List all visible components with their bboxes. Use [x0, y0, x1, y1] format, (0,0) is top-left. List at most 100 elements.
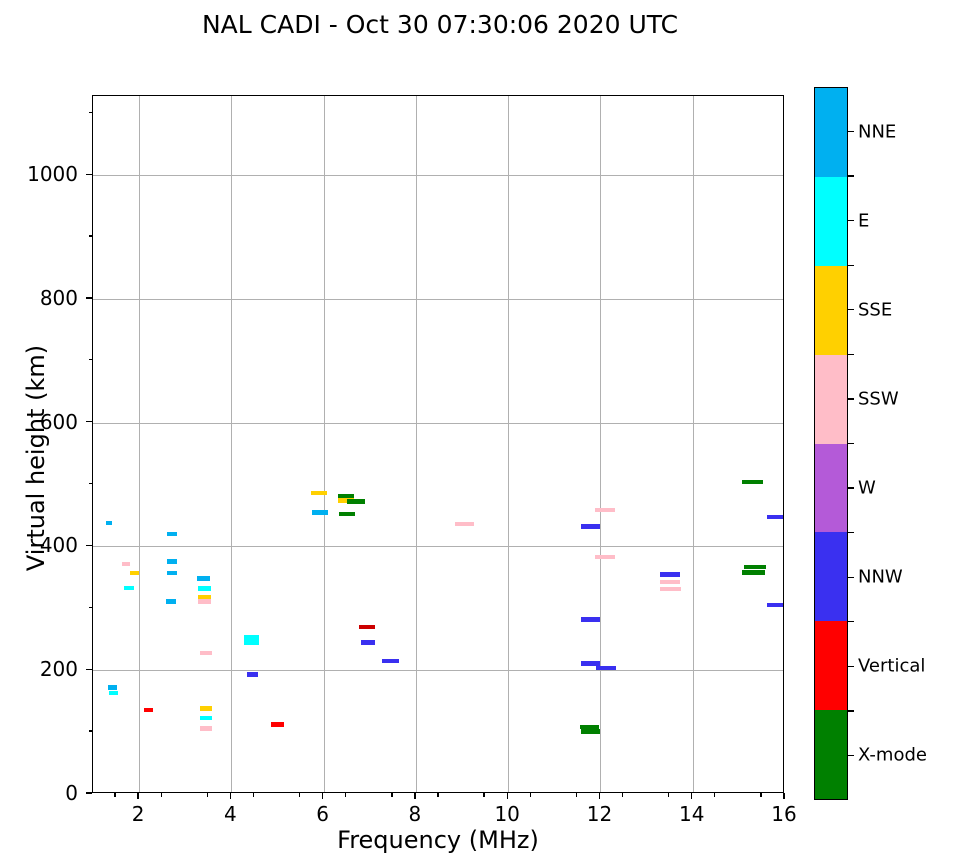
x-tick-minor [252, 793, 255, 797]
y-tick [86, 792, 92, 794]
x-tick [598, 793, 601, 799]
data-point [246, 672, 258, 677]
y-tick-minor [88, 359, 92, 361]
x-tick [414, 793, 416, 799]
x-tick-label: 6 [316, 802, 330, 826]
x-tick-minor [160, 793, 162, 797]
data-point [744, 564, 766, 570]
gridline-vertical [415, 96, 417, 792]
colorbar-boundary-tick [848, 175, 854, 177]
data-point [742, 570, 766, 575]
y-tick-label: 1000 [27, 162, 78, 187]
gridline-vertical [231, 96, 233, 792]
data-point [580, 729, 600, 734]
gridline-horizontal [93, 175, 783, 177]
data-point [123, 585, 135, 591]
x-tick-minor [206, 793, 208, 797]
x-tick-label: 2 [131, 802, 145, 826]
x-tick-minor [483, 793, 485, 797]
colorbar-label-nne: NNE [858, 121, 897, 143]
colorbar-segment-x-mode [815, 710, 847, 799]
y-tick-label: 800 [39, 285, 78, 310]
colorbar-boundary-tick [848, 264, 854, 266]
x-tick-label: 8 [408, 802, 422, 826]
x-tick-minor [714, 793, 716, 797]
gridline-horizontal [93, 298, 783, 300]
data-point [198, 599, 212, 604]
x-tick-label: 14 [678, 802, 705, 826]
colorbar-label-sse: SSE [858, 299, 893, 321]
colorbar-boundary-tick [848, 710, 854, 712]
data-point [243, 640, 259, 645]
data-point [243, 635, 259, 640]
data-point [455, 522, 474, 527]
data-point [337, 498, 355, 503]
gridline-vertical [600, 96, 602, 792]
gridline-vertical [692, 96, 694, 792]
x-tick [783, 793, 785, 799]
y-tick [86, 668, 92, 670]
x-tick-minor [760, 793, 762, 797]
data-point [767, 514, 783, 519]
y-tick-minor [88, 482, 92, 485]
data-point [659, 579, 680, 584]
gridline-vertical [508, 96, 510, 792]
data-point [338, 512, 355, 517]
data-point [130, 570, 139, 576]
data-point [167, 559, 178, 564]
colorbar-segment-sse [815, 265, 847, 355]
colorbar-tick [848, 220, 854, 222]
y-tick [86, 173, 92, 175]
data-point [167, 570, 178, 576]
data-point [596, 665, 616, 670]
colorbar-tick [848, 309, 854, 311]
gridline-vertical [139, 96, 141, 792]
colorbar [814, 87, 848, 800]
y-tick-label: 0 [65, 781, 78, 805]
colorbar-segment-nnw [815, 532, 847, 622]
colorbar-label-w: W [858, 477, 876, 499]
colorbar-segment-nne [815, 88, 847, 177]
x-tick-minor [437, 793, 439, 797]
data-point [659, 572, 680, 577]
colorbar-boundary-tick [848, 531, 854, 534]
y-tick-label: 200 [39, 657, 78, 682]
x-tick-minor [391, 793, 393, 797]
colorbar-boundary-tick [848, 621, 854, 623]
data-point [337, 493, 355, 498]
data-point [122, 561, 131, 566]
colorbar-label-ssw: SSW [858, 388, 899, 410]
x-tick [322, 793, 324, 799]
x-tick-minor [529, 793, 531, 797]
colorbar-segment-e [815, 176, 847, 266]
colorbar-tick [848, 576, 854, 578]
x-tick [506, 793, 508, 799]
data-point [595, 507, 615, 513]
data-point [198, 586, 212, 591]
x-tick-minor [621, 793, 624, 797]
data-point [580, 617, 600, 622]
x-tick [229, 793, 232, 799]
data-point [198, 595, 212, 600]
data-point [270, 722, 285, 727]
colorbar-segment-w [815, 443, 847, 533]
colorbar-tick [848, 398, 854, 400]
data-point [579, 724, 600, 730]
colorbar-tick [848, 665, 854, 667]
data-point [105, 520, 113, 526]
y-tick-minor [88, 606, 92, 608]
x-tick-label: 10 [494, 802, 520, 826]
data-point [580, 661, 600, 666]
colorbar-label-nnw: NNW [858, 566, 903, 588]
data-point [595, 554, 615, 560]
data-point [347, 499, 365, 504]
x-tick-label: 12 [586, 802, 613, 826]
y-tick [86, 421, 92, 423]
y-tick-minor [88, 730, 92, 732]
colorbar-tick [848, 130, 854, 133]
colorbar-segment-vertical [815, 621, 847, 711]
x-tick-minor [345, 793, 347, 797]
plot-area [92, 95, 784, 793]
x-tick-minor [668, 793, 670, 797]
x-tick-minor [114, 793, 116, 797]
